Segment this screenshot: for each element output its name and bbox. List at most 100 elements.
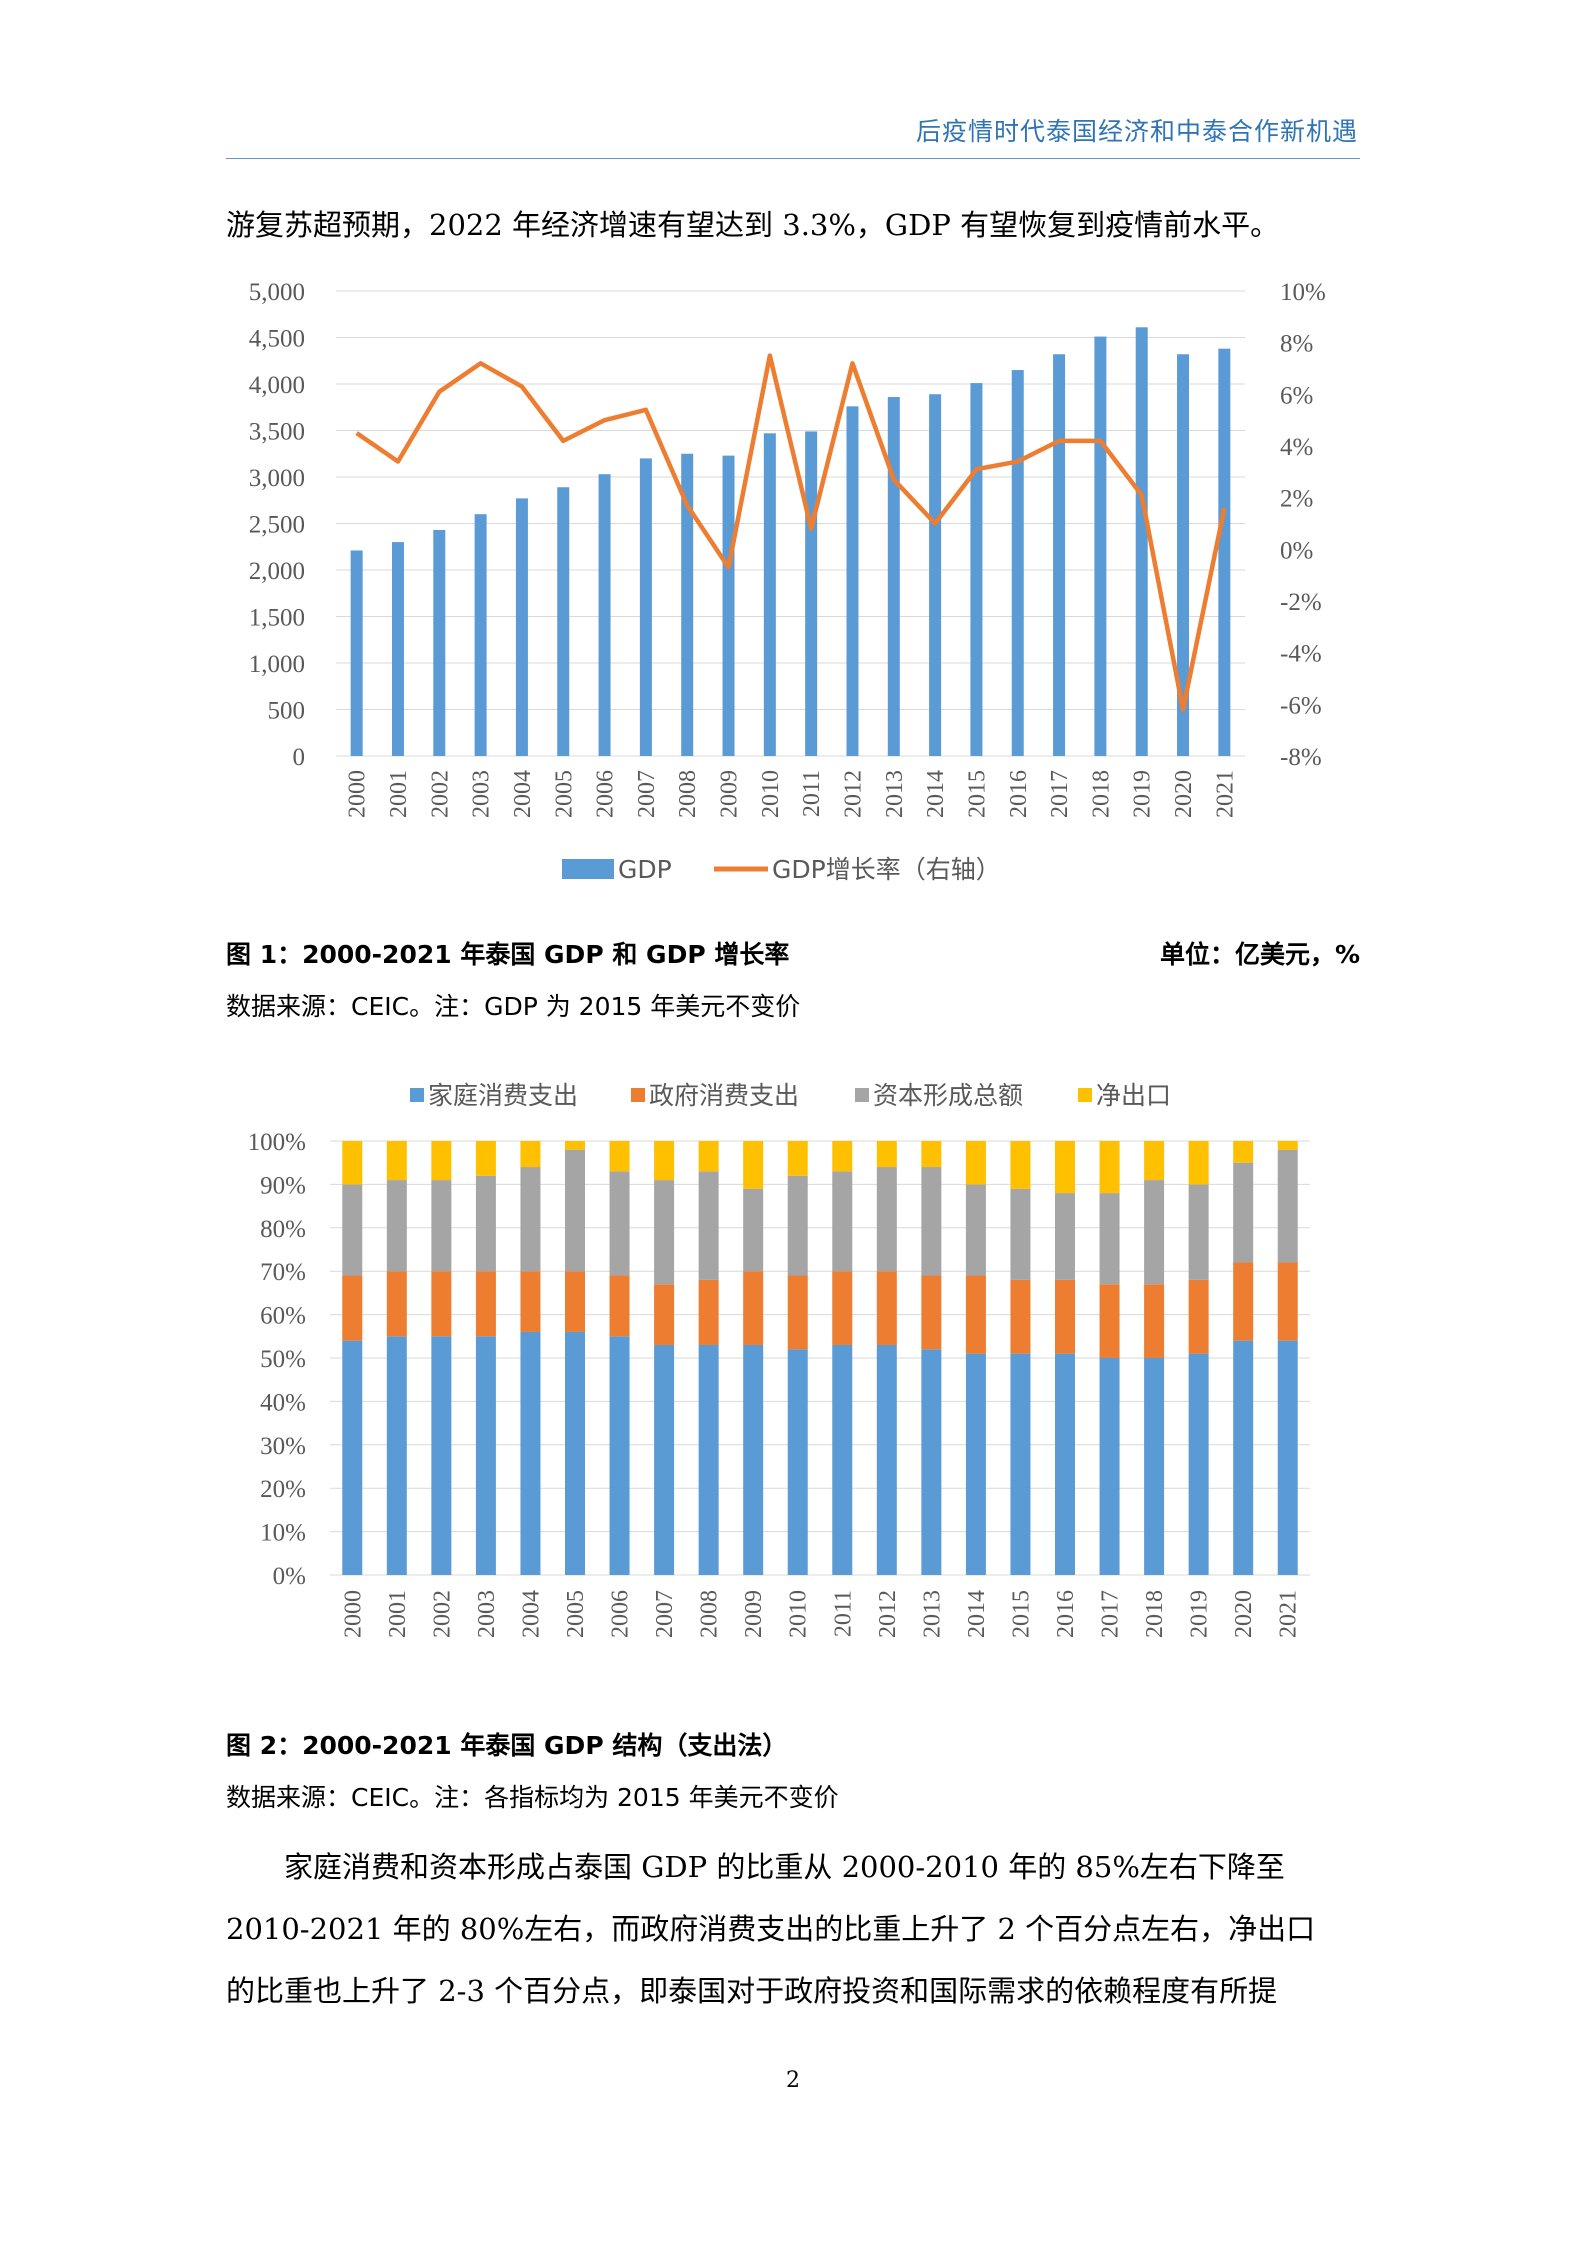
household-bar-segment <box>1277 1340 1298 1575</box>
netexport-bar-segment <box>876 1141 897 1168</box>
gdp-bar <box>681 453 694 756</box>
x-axis-tick-label: 2017 <box>1047 770 1073 818</box>
gdp-bar <box>722 455 735 756</box>
structure-x-axis-labels: 2000 2001 2002 2003 2004 2005 2006 2007 2008 2009… <box>340 1590 1301 1638</box>
government-bar-segment <box>1144 1284 1165 1358</box>
netexport-bar-segment <box>386 1141 407 1181</box>
y-axis-tick-label: 10% <box>260 1520 306 1547</box>
capital-bar-segment <box>609 1171 630 1276</box>
household-bar-segment <box>1144 1358 1165 1575</box>
netexport-bar-segment <box>743 1141 764 1189</box>
legend-swatch-gdp <box>562 859 614 879</box>
capital-bar-segment <box>1099 1193 1120 1285</box>
x-axis-tick-label: 2000 <box>345 770 371 818</box>
gdp-chart-gridlines <box>336 290 1245 757</box>
capital-bar-segment <box>1233 1162 1254 1263</box>
legend-swatch-government <box>631 1088 645 1102</box>
netexport-bar-segment <box>1010 1141 1031 1189</box>
netexport-bar-segment <box>832 1141 853 1172</box>
government-bar-segment <box>965 1275 986 1354</box>
household-bar-segment <box>921 1349 942 1575</box>
capital-bar-segment <box>698 1171 719 1280</box>
gdp-bar <box>598 474 611 756</box>
gdp-growth-line <box>355 353 1227 712</box>
figure2-caption: 图 2：2000-2021 年泰国 GDP 结构（支出法） <box>226 1731 788 1760</box>
gdp-structure-chart: 家庭消费支出 政府消费支出 资本形成总额 净出口 0% 10% 20% 30% 40% 5… <box>248 1081 1310 1638</box>
x-axis-tick-label: 2007 <box>652 1590 678 1638</box>
legend-swatch-capital <box>855 1088 869 1102</box>
netexport-bar-segment <box>520 1141 541 1168</box>
government-bar-segment <box>743 1271 764 1345</box>
right-axis-tick-label: 2% <box>1280 486 1313 513</box>
netexport-bar-segment <box>1144 1141 1165 1181</box>
household-bar-segment <box>1188 1353 1209 1575</box>
right-axis-tick-label: -8% <box>1280 744 1322 771</box>
government-bar-segment <box>698 1279 719 1345</box>
capital-bar-segment <box>965 1184 986 1276</box>
gdp-bar <box>350 550 363 756</box>
government-bar-segment <box>386 1271 407 1337</box>
x-axis-tick-label: 2014 <box>923 770 949 818</box>
right-axis-tick-label: -4% <box>1280 641 1322 668</box>
left-axis-tick-label: 3,000 <box>249 465 305 492</box>
household-bar-segment <box>431 1336 452 1575</box>
gdp-bar <box>1177 354 1190 756</box>
gdp-bar <box>1135 327 1148 756</box>
intro-paragraph: 游复苏超预期，2022 年经济增速有望达到 3.3%，GDP 有望恢复到疫情前水… <box>226 208 1280 242</box>
x-axis-tick-label: 2021 <box>1212 770 1238 818</box>
legend-swatch-netexport <box>1078 1088 1092 1102</box>
y-axis-tick-label: 90% <box>260 1172 306 1199</box>
gdp-bar <box>557 487 570 756</box>
y-axis-tick-label: 40% <box>260 1389 306 1416</box>
netexport-bar-segment <box>342 1141 363 1185</box>
government-bar-segment <box>787 1275 808 1350</box>
gdp-chart: 0 500 1,000 1,500 2,000 2,500 3,000 3,500 4,000 4… <box>249 279 1326 884</box>
x-axis-tick-label: 2012 <box>840 770 866 818</box>
x-axis-tick-label: 2006 <box>608 1590 634 1638</box>
x-axis-tick-label: 2009 <box>717 770 743 818</box>
capital-bar-segment <box>1010 1188 1031 1280</box>
capital-bar-segment <box>654 1180 675 1285</box>
figure1-unit: 单位：亿美元，% <box>1159 940 1360 969</box>
x-axis-tick-label: 2010 <box>758 770 784 818</box>
household-bar-segment <box>1233 1340 1254 1575</box>
x-axis-tick-label: 2019 <box>1187 1590 1213 1638</box>
capital-bar-segment <box>921 1167 942 1276</box>
x-axis-tick-label: 2003 <box>474 1590 500 1638</box>
netexport-bar-segment <box>1055 1141 1075 1194</box>
figure1-caption-row: 图 1：2000-2021 年泰国 GDP 和 GDP 增长率 单位：亿美元，% <box>226 935 1360 971</box>
x-axis-tick-label: 2011 <box>830 1590 856 1637</box>
right-axis-tick-label: -6% <box>1280 692 1322 719</box>
gdp-bars <box>350 327 1231 756</box>
government-bar-segment <box>520 1271 541 1332</box>
legend-label-netexport: 净出口 <box>1096 1081 1171 1110</box>
y-axis-tick-label: 0% <box>273 1563 306 1590</box>
left-axis-tick-label: 500 <box>268 698 306 725</box>
x-axis-tick-label: 2009 <box>741 1590 767 1638</box>
figure1-caption: 图 1：2000-2021 年泰国 GDP 和 GDP 增长率 <box>226 940 790 969</box>
household-bar-segment <box>876 1344 897 1575</box>
gdp-bar <box>639 458 652 756</box>
gdp-bar <box>887 397 900 756</box>
left-axis-tick-label: 3,500 <box>249 419 305 446</box>
x-axis-tick-label: 2005 <box>551 770 577 818</box>
x-axis-tick-label: 2003 <box>469 770 495 818</box>
x-axis-tick-label: 2008 <box>675 770 701 818</box>
household-bar-segment <box>743 1344 764 1575</box>
household-bar-segment <box>654 1344 675 1575</box>
gdp-bar <box>391 542 404 756</box>
legend-label-growth: GDP增长率（右轴） <box>772 855 1001 884</box>
y-axis-tick-label: 50% <box>260 1346 306 1373</box>
netexport-bar-segment <box>609 1141 630 1172</box>
government-bar-segment <box>654 1284 675 1345</box>
right-axis-tick-label: 8% <box>1280 331 1313 358</box>
netexport-bar-segment <box>965 1141 986 1185</box>
right-axis-tick-label: 0% <box>1280 537 1313 564</box>
figure2-source: 数据来源：CEIC。注：各指标均为 2015 年美元不变价 <box>226 1783 839 1812</box>
gdp-bar <box>1218 348 1231 756</box>
government-bar-segment <box>1233 1262 1254 1341</box>
government-bar-segment <box>1188 1279 1209 1354</box>
header-rule <box>226 158 1360 159</box>
x-axis-tick-label: 2018 <box>1088 770 1114 818</box>
left-axis-tick-label: 1,000 <box>249 651 305 678</box>
